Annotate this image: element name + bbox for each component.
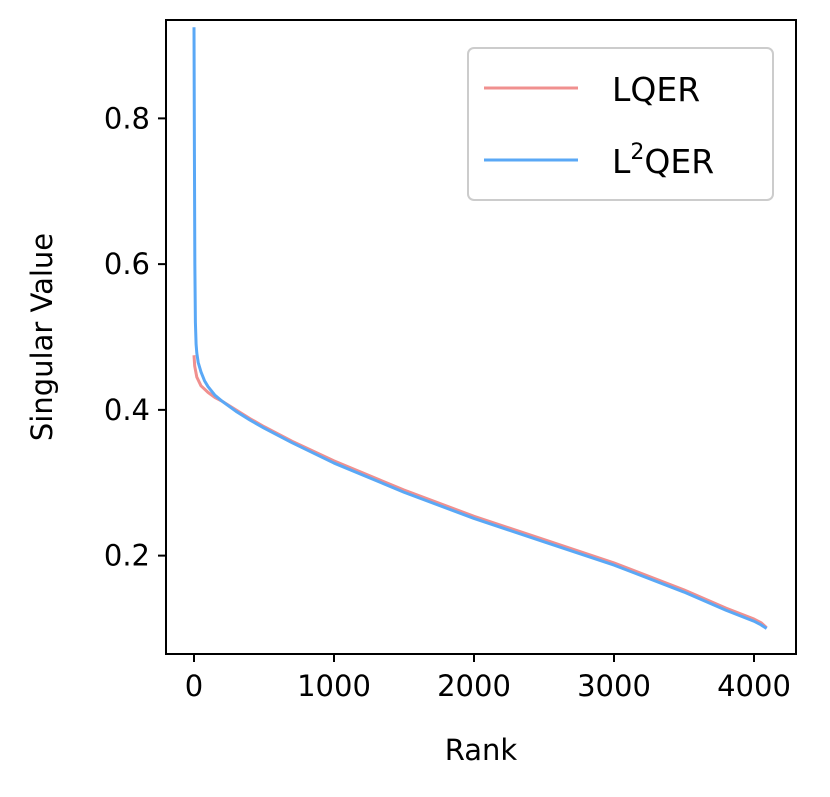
legend-label-l2qer-prefix: L (612, 142, 631, 181)
x-tick-label: 1000 (297, 669, 371, 703)
y-axis-label: Singular Value (25, 233, 59, 441)
legend-label-l2qer: L2QER (612, 140, 714, 181)
series-l2qer (192, 27, 768, 630)
x-tick-label: 3000 (577, 669, 651, 703)
plot-frame (165, 19, 797, 655)
series-lqer (192, 355, 768, 629)
legend: LQER L2QER (467, 47, 774, 201)
series-line-lqer (192, 355, 768, 629)
y-tick-label: 0.2 (104, 539, 150, 573)
legend-box (467, 47, 774, 201)
y-axis-ticks: 0.2 0.4 0.6 0.8 (104, 101, 166, 573)
x-axis-ticks: 0 1000 2000 3000 4000 (185, 654, 791, 703)
plot-content (192, 27, 768, 630)
x-tick-label: 2000 (437, 669, 511, 703)
series-line-l2qer (192, 27, 768, 630)
x-axis-label: Rank (445, 733, 518, 767)
x-tick-label: 0 (185, 669, 203, 703)
x-tick-label: 4000 (717, 669, 791, 703)
legend-label-l2qer-suffix: QER (644, 142, 714, 181)
y-tick-label: 0.4 (104, 393, 150, 427)
legend-label-lqer: LQER (612, 70, 700, 109)
y-tick-label: 0.6 (104, 247, 150, 281)
y-tick-label: 0.8 (104, 101, 150, 135)
legend-label-l2qer-superscript: 2 (630, 140, 644, 165)
